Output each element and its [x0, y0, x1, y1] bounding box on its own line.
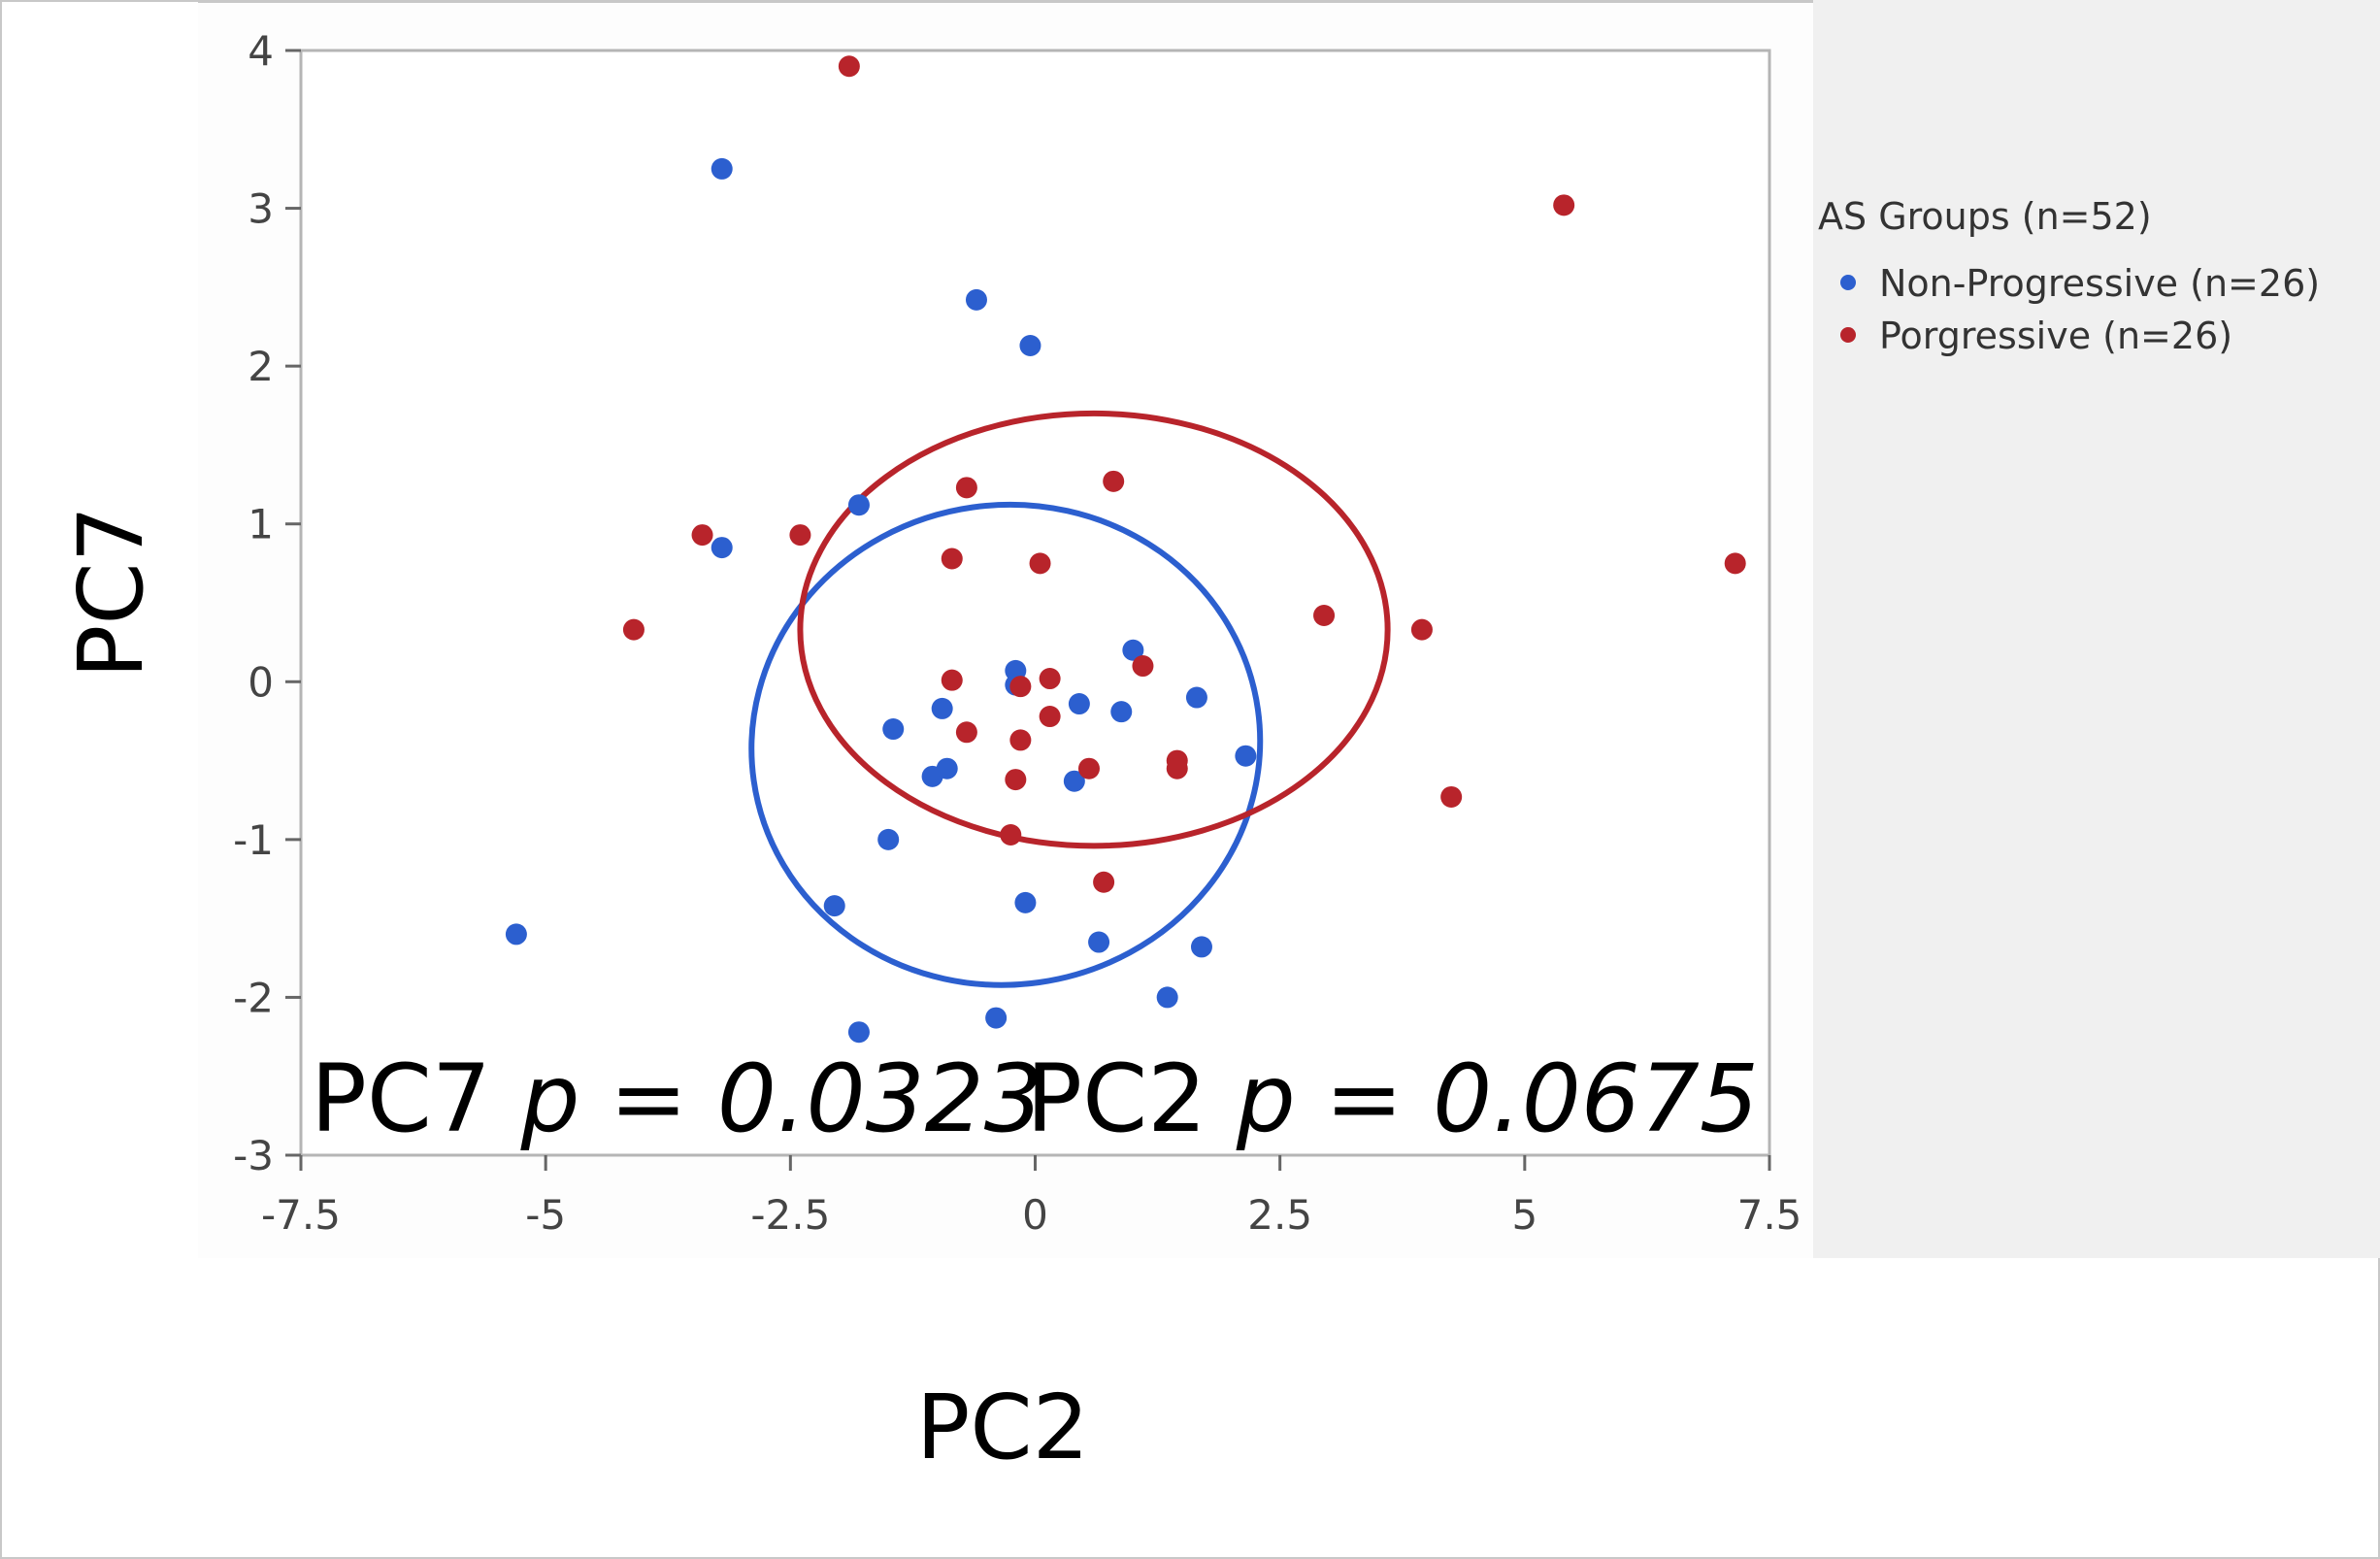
data-point-progressive: [1077, 757, 1100, 780]
data-point-progressive: [1005, 769, 1027, 791]
y-tick-label: -3: [233, 1132, 274, 1179]
data-point-progressive: [789, 524, 811, 547]
x-tick-label: -2.5: [750, 1191, 830, 1239]
data-point-non-progressive: [877, 828, 900, 850]
confidence-ellipse-progressive: [797, 410, 1391, 849]
data-point-non-progressive: [1068, 693, 1090, 715]
data-point-non-progressive: [847, 494, 870, 516]
data-point-progressive: [1410, 618, 1433, 641]
data-point-non-progressive: [1185, 686, 1207, 709]
data-point-non-progressive: [965, 288, 987, 311]
data-point-non-progressive: [1235, 745, 1257, 767]
data-point-progressive: [1440, 785, 1463, 808]
data-point-progressive: [691, 524, 713, 547]
data-point-progressive: [838, 55, 860, 78]
legend-title: AS Groups (n=52): [1818, 195, 2152, 238]
data-point-non-progressive: [1063, 770, 1085, 792]
legend-panel-background: [1813, 0, 2380, 1258]
data-point-non-progressive: [1190, 936, 1212, 958]
data-point-non-progressive: [931, 697, 953, 719]
y-axis-title: PC7: [59, 506, 163, 679]
plot-area-frame: [299, 49, 1771, 1157]
data-point-non-progressive: [505, 923, 527, 945]
data-point-non-progressive: [1088, 931, 1110, 953]
data-point-progressive: [1009, 676, 1032, 698]
data-point-non-progressive: [1156, 986, 1178, 1009]
data-point-progressive: [1039, 668, 1061, 690]
data-point-non-progressive: [711, 157, 733, 180]
data-point-progressive: [955, 721, 977, 744]
legend-label-progressive: Porgressive (n=26): [1879, 315, 2232, 357]
x-tick-label: 5: [1511, 1191, 1537, 1239]
y-tick-label: 2: [248, 343, 274, 390]
data-point-progressive: [1724, 552, 1746, 575]
y-axis-ticks: 4 3 2 1 0 -1 -2 -3: [233, 27, 301, 1179]
data-point-non-progressive: [882, 718, 905, 741]
data-point-progressive: [1029, 552, 1051, 575]
data-point-non-progressive: [1019, 335, 1041, 357]
x-tick-label: 0: [1022, 1191, 1048, 1239]
data-point-progressive: [1000, 823, 1022, 846]
y-tick-label: 4: [248, 27, 274, 75]
confidence-ellipses: [748, 410, 1391, 988]
pc7-p-value-annotation: PC7 p = 0.0323: [311, 1045, 1043, 1153]
data-point-non-progressive: [847, 1021, 870, 1044]
data-point-non-progressive: [1110, 701, 1133, 723]
x-axis-title: PC2: [916, 1376, 1089, 1479]
x-tick-label: -5: [525, 1191, 566, 1239]
data-points: [505, 55, 1746, 1044]
data-point-non-progressive: [985, 1007, 1008, 1029]
legend-marker-progressive: [1840, 327, 1856, 343]
pc2-p-value-annotation: PC2 p = 0.0675: [1026, 1045, 1759, 1153]
data-point-progressive: [955, 477, 977, 499]
data-point-progressive: [1093, 871, 1115, 893]
data-point-non-progressive: [1122, 639, 1144, 661]
y-tick-label: 0: [248, 658, 274, 706]
data-point-progressive: [1313, 605, 1336, 627]
data-point-progressive: [1553, 194, 1575, 216]
data-point-progressive: [1103, 470, 1125, 492]
data-point-non-progressive: [823, 895, 845, 917]
y-tick-label: 3: [248, 185, 274, 233]
data-point-non-progressive: [711, 537, 733, 559]
data-point-non-progressive: [1014, 891, 1037, 913]
y-tick-label: -2: [233, 974, 274, 1021]
data-point-progressive: [622, 618, 645, 641]
data-point-progressive: [1009, 729, 1032, 751]
x-tick-label: 2.5: [1247, 1191, 1312, 1239]
data-point-progressive: [1132, 655, 1154, 678]
confidence-ellipse-non-progressive: [748, 501, 1264, 988]
y-tick-label: -1: [233, 816, 274, 864]
data-point-progressive: [941, 547, 963, 570]
legend-marker-non-progressive: [1840, 275, 1856, 290]
data-point-progressive: [941, 669, 963, 691]
data-point-progressive: [1039, 706, 1061, 728]
x-tick-label: -7.5: [261, 1191, 341, 1239]
data-point-progressive: [1166, 757, 1188, 780]
legend-label-non-progressive: Non-Progressive (n=26): [1879, 262, 2320, 305]
y-tick-label: 1: [248, 501, 274, 548]
x-axis-ticks: -7.5 -5 -2.5 0 2.5 5 7.5: [261, 1155, 1802, 1239]
x-tick-label: 7.5: [1737, 1191, 1802, 1239]
data-point-non-progressive: [936, 757, 958, 780]
